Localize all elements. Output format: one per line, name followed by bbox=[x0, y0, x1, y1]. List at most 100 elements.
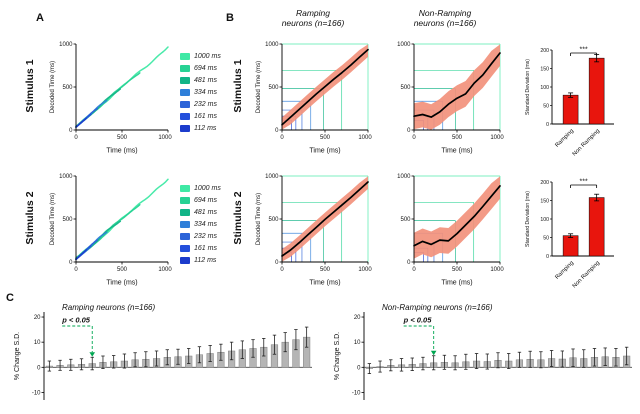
legend-color-swatch bbox=[180, 100, 190, 108]
legend-label: 161 ms bbox=[194, 244, 217, 252]
svg-text:10: 10 bbox=[34, 340, 41, 346]
legend-item: 161 ms bbox=[180, 110, 221, 122]
svg-text:1000: 1000 bbox=[158, 135, 172, 141]
svg-text:0: 0 bbox=[74, 267, 78, 273]
legend-color-swatch bbox=[180, 256, 190, 264]
svg-text:Time (ms): Time (ms) bbox=[441, 280, 472, 287]
legend-color-swatch bbox=[180, 196, 190, 204]
svg-text:1000: 1000 bbox=[265, 174, 279, 180]
svg-text:1000: 1000 bbox=[397, 174, 411, 180]
svg-text:0: 0 bbox=[407, 260, 411, 266]
svg-text:0: 0 bbox=[280, 267, 284, 273]
svg-text:***: *** bbox=[580, 47, 588, 54]
svg-text:200: 200 bbox=[540, 180, 549, 186]
svg-text:Ramping: Ramping bbox=[554, 128, 575, 149]
legend-item: 161 ms bbox=[180, 242, 221, 254]
svg-text:500: 500 bbox=[62, 85, 73, 91]
svg-text:0: 0 bbox=[357, 365, 361, 371]
svg-text:0: 0 bbox=[74, 135, 78, 141]
legend-color-swatch bbox=[180, 112, 190, 120]
panel-a-stimulus2-chart: 0 500 1000 0 500 1000 Time (ms) Decoded Time (m… bbox=[50, 174, 172, 287]
svg-text:1000: 1000 bbox=[59, 174, 73, 180]
legend-item: 232 ms bbox=[180, 230, 221, 242]
svg-text:0: 0 bbox=[412, 267, 416, 273]
panel-b-ramping-title: Ramping neurons (n=166) bbox=[252, 8, 374, 28]
legend-label: 232 ms bbox=[194, 232, 217, 240]
svg-text:500: 500 bbox=[320, 135, 331, 141]
panel-c-right-title: Non-Ramping neurons (n=166) bbox=[382, 303, 493, 312]
svg-text:-10: -10 bbox=[352, 390, 361, 396]
legend-item: 694 ms bbox=[180, 194, 221, 206]
legend-label: 694 ms bbox=[194, 64, 217, 72]
legend-label: 232 ms bbox=[194, 100, 217, 108]
svg-text:100: 100 bbox=[540, 217, 549, 223]
legend-item: 112 ms bbox=[180, 122, 221, 134]
panel-b-ramping-title-line2: neurons (n=166) bbox=[281, 18, 345, 29]
svg-text:Time (ms): Time (ms) bbox=[106, 280, 137, 287]
legend-item: 334 ms bbox=[180, 218, 221, 230]
svg-text:Decoded Time (ms): Decoded Time (ms) bbox=[50, 193, 56, 245]
panel-c-label: C bbox=[6, 292, 14, 304]
panel-a-legend-2: 1000 ms 694 ms 481 ms 334 ms 232 ms 161 ms 112… bbox=[180, 182, 221, 266]
svg-text:500: 500 bbox=[117, 267, 128, 273]
panel-a-legend-1: 1000 ms 694 ms 481 ms 334 ms 232 ms 161 ms 112… bbox=[180, 50, 221, 134]
svg-text:500: 500 bbox=[62, 217, 73, 223]
legend-color-swatch bbox=[180, 220, 190, 228]
legend-label: 112 ms bbox=[194, 256, 217, 264]
legend-item: 481 ms bbox=[180, 206, 221, 218]
panel-b-nonramping-title-line1: Non-Ramping bbox=[418, 8, 472, 18]
panel-b-ramping-title-line1: Ramping bbox=[295, 8, 331, 18]
legend-item: 1000 ms bbox=[180, 182, 221, 194]
svg-text:Non Ramping: Non Ramping bbox=[572, 260, 601, 289]
legend-label: 112 ms bbox=[194, 124, 217, 132]
svg-text:1000: 1000 bbox=[490, 267, 504, 273]
legend-item: 334 ms bbox=[180, 86, 221, 98]
panel-b-ramping-stim2-chart: 0 500 1000 0 500 1000 Time (ms) Decoded Time (m… bbox=[256, 174, 372, 287]
svg-text:1000: 1000 bbox=[358, 135, 372, 141]
svg-text:0: 0 bbox=[37, 365, 41, 371]
svg-text:20: 20 bbox=[34, 315, 41, 321]
legend-item: 694 ms bbox=[180, 62, 221, 74]
panel-b-nonramping-title-line2: neurons (n=166) bbox=[413, 18, 477, 29]
svg-text:1000: 1000 bbox=[397, 42, 411, 48]
panel-b-nonramping-stim1-chart: 0 500 1000 0 500 1000 Time (ms) bbox=[397, 42, 504, 155]
svg-text:50: 50 bbox=[543, 103, 549, 109]
svg-text:Decoded Time (ms): Decoded Time (ms) bbox=[50, 61, 56, 113]
svg-text:Time (ms): Time (ms) bbox=[309, 148, 340, 155]
legend-label: 481 ms bbox=[194, 208, 217, 216]
svg-text:0: 0 bbox=[546, 122, 549, 128]
legend-color-swatch bbox=[180, 76, 190, 84]
svg-text:500: 500 bbox=[268, 85, 279, 91]
panel-a-label: A bbox=[36, 12, 44, 24]
legend-label: 334 ms bbox=[194, 220, 217, 228]
legend-item: 481 ms bbox=[180, 74, 221, 86]
legend-label: 334 ms bbox=[194, 88, 217, 96]
svg-text:0: 0 bbox=[275, 128, 279, 134]
legend-item: 1000 ms bbox=[180, 50, 221, 62]
panel-a-stimulus2-label: Stimulus 2 bbox=[24, 191, 36, 245]
legend-label: 481 ms bbox=[194, 76, 217, 84]
panel-b-label: B bbox=[226, 12, 234, 24]
panel-c-ramping-chart: -10 0 10 20 % Change S.D. p < 0.05 bbox=[14, 312, 312, 400]
svg-text:0: 0 bbox=[407, 128, 411, 134]
panel-b-ramping-stim1-chart: 0 500 1000 0 500 1000 Time (ms) Decoded Time (m… bbox=[256, 42, 372, 155]
svg-text:Time (ms): Time (ms) bbox=[441, 148, 472, 155]
panel-a-stimulus1-label: Stimulus 1 bbox=[24, 59, 36, 113]
panel-b-nonramping-title: Non-Ramping neurons (n=166) bbox=[384, 8, 506, 28]
panel-a-stimulus1-chart: 0 500 1000 0 500 1000 Time (ms) Decoded Time (m… bbox=[50, 42, 172, 155]
svg-text:Ramping: Ramping bbox=[554, 260, 575, 281]
legend-label: 1000 ms bbox=[194, 52, 221, 60]
svg-text:1000: 1000 bbox=[59, 42, 73, 48]
legend-label: 694 ms bbox=[194, 196, 217, 204]
svg-text:500: 500 bbox=[452, 135, 463, 141]
svg-text:-10: -10 bbox=[32, 390, 41, 396]
svg-text:150: 150 bbox=[540, 198, 549, 204]
legend-color-swatch bbox=[180, 244, 190, 252]
svg-text:50: 50 bbox=[543, 235, 549, 241]
svg-text:% Change S.D.: % Change S.D. bbox=[334, 332, 341, 380]
svg-text:p < 0.05: p < 0.05 bbox=[403, 316, 433, 325]
legend-color-swatch bbox=[180, 232, 190, 240]
